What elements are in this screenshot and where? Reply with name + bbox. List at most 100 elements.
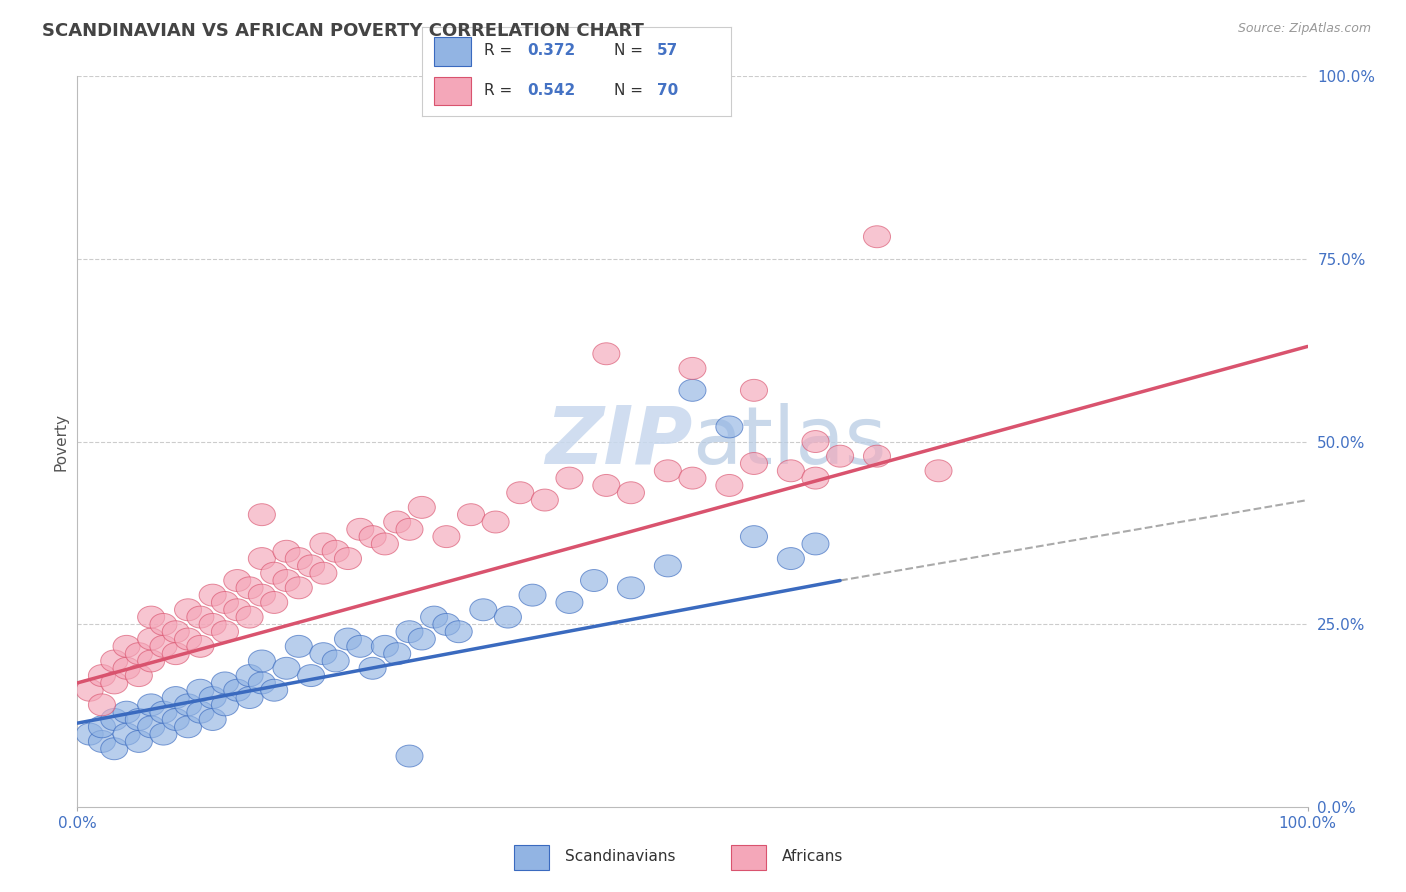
Ellipse shape <box>408 496 436 518</box>
Ellipse shape <box>101 650 128 672</box>
Ellipse shape <box>384 642 411 665</box>
Ellipse shape <box>371 533 398 555</box>
Text: SCANDINAVIAN VS AFRICAN POVERTY CORRELATION CHART: SCANDINAVIAN VS AFRICAN POVERTY CORRELAT… <box>42 22 644 40</box>
Ellipse shape <box>162 708 190 731</box>
Ellipse shape <box>187 607 214 628</box>
Ellipse shape <box>162 621 190 642</box>
Ellipse shape <box>150 635 177 657</box>
Ellipse shape <box>200 614 226 635</box>
Ellipse shape <box>555 467 583 489</box>
Ellipse shape <box>309 533 337 555</box>
Ellipse shape <box>224 680 250 701</box>
Ellipse shape <box>101 672 128 694</box>
Ellipse shape <box>593 475 620 497</box>
Ellipse shape <box>654 555 682 577</box>
Ellipse shape <box>309 642 337 665</box>
Ellipse shape <box>347 518 374 541</box>
Ellipse shape <box>396 518 423 541</box>
Ellipse shape <box>138 650 165 672</box>
Ellipse shape <box>519 584 546 607</box>
Ellipse shape <box>89 665 115 687</box>
Ellipse shape <box>112 635 141 657</box>
Ellipse shape <box>863 445 890 467</box>
Ellipse shape <box>506 482 534 504</box>
Text: 0.372: 0.372 <box>527 44 575 58</box>
Ellipse shape <box>273 541 299 562</box>
Text: 0.542: 0.542 <box>527 83 575 97</box>
Ellipse shape <box>679 379 706 401</box>
Ellipse shape <box>273 657 299 680</box>
Ellipse shape <box>801 431 830 452</box>
Ellipse shape <box>174 694 201 715</box>
Ellipse shape <box>335 548 361 570</box>
Ellipse shape <box>211 591 239 614</box>
Ellipse shape <box>863 226 890 248</box>
Ellipse shape <box>801 467 830 489</box>
Text: Source: ZipAtlas.com: Source: ZipAtlas.com <box>1237 22 1371 36</box>
Ellipse shape <box>555 591 583 614</box>
Ellipse shape <box>138 694 165 715</box>
Ellipse shape <box>200 687 226 708</box>
Ellipse shape <box>925 460 952 482</box>
FancyBboxPatch shape <box>515 846 550 870</box>
Ellipse shape <box>408 628 436 650</box>
Ellipse shape <box>457 504 485 525</box>
Ellipse shape <box>138 607 165 628</box>
Ellipse shape <box>593 343 620 365</box>
Ellipse shape <box>384 511 411 533</box>
Ellipse shape <box>76 680 103 701</box>
Ellipse shape <box>679 467 706 489</box>
Ellipse shape <box>249 650 276 672</box>
Ellipse shape <box>335 628 361 650</box>
Ellipse shape <box>150 701 177 723</box>
Ellipse shape <box>125 731 152 753</box>
Ellipse shape <box>531 489 558 511</box>
Ellipse shape <box>150 723 177 745</box>
Ellipse shape <box>249 672 276 694</box>
Text: 57: 57 <box>657 44 678 58</box>
Ellipse shape <box>396 745 423 767</box>
Ellipse shape <box>433 614 460 635</box>
Text: N =: N = <box>613 83 647 97</box>
Ellipse shape <box>260 562 288 584</box>
Ellipse shape <box>125 665 152 687</box>
Ellipse shape <box>174 599 201 621</box>
Ellipse shape <box>249 548 276 570</box>
Ellipse shape <box>741 525 768 548</box>
Ellipse shape <box>285 577 312 599</box>
Text: atlas: atlas <box>693 402 887 481</box>
Ellipse shape <box>187 701 214 723</box>
Ellipse shape <box>174 628 201 650</box>
Ellipse shape <box>741 379 768 401</box>
Ellipse shape <box>285 635 312 657</box>
Ellipse shape <box>482 511 509 533</box>
Ellipse shape <box>446 621 472 642</box>
Ellipse shape <box>76 723 103 745</box>
Ellipse shape <box>420 607 447 628</box>
Ellipse shape <box>396 621 423 642</box>
Y-axis label: Poverty: Poverty <box>53 412 69 471</box>
Ellipse shape <box>112 723 141 745</box>
FancyBboxPatch shape <box>434 77 471 105</box>
Ellipse shape <box>322 650 349 672</box>
Ellipse shape <box>150 614 177 635</box>
Ellipse shape <box>359 525 387 548</box>
Ellipse shape <box>298 665 325 687</box>
Ellipse shape <box>778 460 804 482</box>
Ellipse shape <box>162 642 190 665</box>
Ellipse shape <box>187 635 214 657</box>
Ellipse shape <box>236 687 263 708</box>
Ellipse shape <box>260 591 288 614</box>
Ellipse shape <box>200 584 226 607</box>
Ellipse shape <box>112 701 141 723</box>
Ellipse shape <box>778 548 804 570</box>
Ellipse shape <box>211 694 239 715</box>
Ellipse shape <box>298 555 325 577</box>
Text: 70: 70 <box>657 83 678 97</box>
Ellipse shape <box>260 680 288 701</box>
Ellipse shape <box>495 607 522 628</box>
Ellipse shape <box>224 569 250 591</box>
Ellipse shape <box>112 657 141 680</box>
Ellipse shape <box>162 687 190 708</box>
Ellipse shape <box>309 562 337 584</box>
